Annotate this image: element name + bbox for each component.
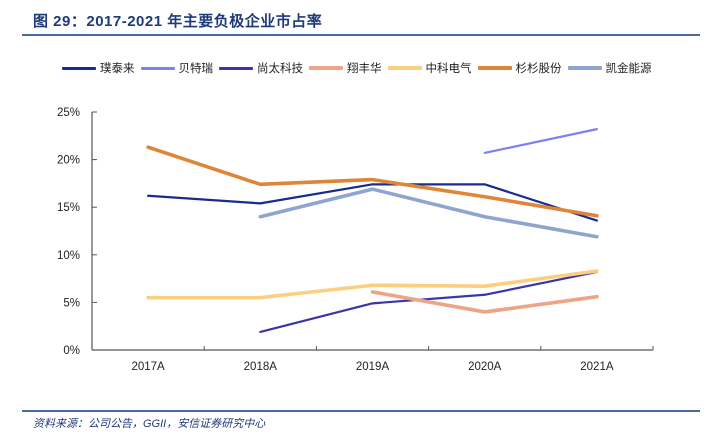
y-tick-label: 20% xyxy=(57,155,80,167)
legend-item: 杉杉股份 xyxy=(477,60,562,76)
series-line-璞泰来 xyxy=(147,183,599,222)
figure-title: 图 29：2017-2021 年主要负极企业市占率 xyxy=(33,13,323,30)
y-tick-label: 10% xyxy=(57,250,80,262)
x-tick-label: 2020A xyxy=(468,361,502,373)
legend-label: 贝特瑞 xyxy=(178,63,214,75)
legend-label: 凯金能源 xyxy=(605,63,652,75)
title-divider xyxy=(22,34,700,36)
legend-item: 璞泰来 xyxy=(62,60,135,76)
series-line-尚太科技 xyxy=(259,270,599,334)
legend-swatch xyxy=(140,66,175,70)
legend-item: 翔丰华 xyxy=(309,60,382,76)
legend-swatch xyxy=(309,66,343,70)
y-tick-label: 5% xyxy=(63,297,80,309)
chart-legend: 璞泰来 贝特瑞 尚太科技 翔丰华 中科电气 杉杉股份 凯金能源 xyxy=(62,60,658,76)
legend-item: 中科电气 xyxy=(387,60,472,76)
x-tick-label: 2019A xyxy=(356,361,390,373)
series-line-凯金能源 xyxy=(258,187,599,239)
series-lines xyxy=(146,128,599,334)
legend-item: 凯金能源 xyxy=(567,60,652,76)
x-tick-label: 2021A xyxy=(580,361,614,373)
legend-label: 璞泰来 xyxy=(100,63,135,75)
y-tick-label: 15% xyxy=(57,202,80,214)
y-tick-label: 25% xyxy=(57,107,80,119)
x-tick-label: 2018A xyxy=(244,361,278,373)
legend-label: 翔丰华 xyxy=(347,63,382,75)
source-divider xyxy=(22,410,700,412)
legend-label: 尚太科技 xyxy=(257,63,303,75)
legend-swatch xyxy=(477,66,512,70)
series-line-翔丰华 xyxy=(370,290,599,314)
source-note: 资料来源：公司公告，GGII，安信证券研究中心 xyxy=(33,418,266,430)
legend-label: 杉杉股份 xyxy=(515,63,562,75)
axes: 0% 5% 10% 15% 20% 25% 2017A 2018A 2019A 2020A 2021… xyxy=(57,107,654,373)
legend-item: 贝特瑞 xyxy=(140,60,214,76)
legend-swatch xyxy=(62,66,96,70)
legend-swatch xyxy=(567,66,602,70)
series-line-中科电气 xyxy=(146,269,599,300)
legend-label: 中科电气 xyxy=(425,63,472,75)
legend-item: 尚太科技 xyxy=(219,60,303,76)
legend-swatch xyxy=(219,66,253,70)
series-line-贝特瑞 xyxy=(483,128,599,155)
legend-swatch xyxy=(387,66,422,70)
x-tick-label: 2017A xyxy=(131,361,165,373)
y-tick-label: 0% xyxy=(63,345,80,357)
series-line-杉杉股份 xyxy=(146,145,599,218)
